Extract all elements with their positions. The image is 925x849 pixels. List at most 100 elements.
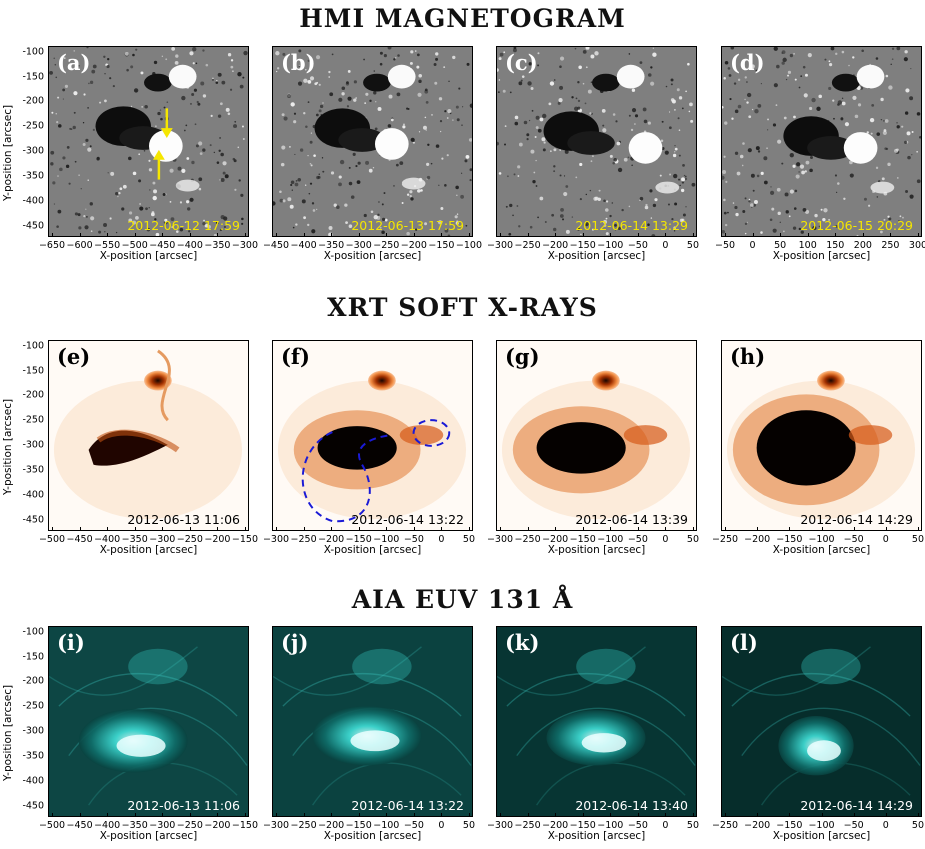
x-tick-label: −200 [400, 240, 427, 251]
x-tick-mark [189, 527, 191, 531]
y-tick-label: -300 [22, 145, 44, 157]
x-tick-label: −400 [94, 820, 121, 831]
x-tick-mark [331, 233, 333, 237]
x-tick-mark [555, 527, 557, 531]
x-axis: −650 −600 −550 −500 −450 −400 −350 −300 X-positi… [39, 233, 258, 262]
x-tick-label: −100 [455, 240, 483, 251]
x-tick-mark [217, 233, 219, 237]
panel-l: (l) 2012-06-14 14:29 [721, 626, 922, 817]
y-axis: -100-150-200-250-300-350-400-450 [462, 46, 496, 237]
x-tick-label: −200 [318, 820, 345, 831]
timestamp: 2012-06-14 13:22 [351, 798, 464, 813]
x-tick-label: −200 [204, 534, 231, 545]
y-tick-label: -150 [22, 71, 44, 83]
x-tick-mark [107, 233, 109, 237]
x-tick-label: −200 [318, 534, 345, 545]
x-tick-label: 0 [438, 820, 445, 831]
x-tick-mark [134, 527, 136, 531]
x-axis-label: X-position [arcsec] [323, 830, 422, 842]
x-tick-label: −400 [176, 240, 203, 251]
y-axis: -100-150-200-250-300-350-400-450 [238, 46, 272, 237]
xrt-title: XRT SOFT X-RAYS [327, 293, 598, 322]
timestamp: 2012-06-14 13:40 [575, 798, 688, 813]
x-tick-label: −100 [373, 820, 400, 831]
panel-label: (b) [281, 50, 316, 75]
panel-label: (g) [505, 344, 540, 369]
timestamp: 2012-06-14 14:29 [800, 512, 913, 527]
y-axis: -100-150-200-250-300-350-400-450 [14, 340, 48, 531]
x-axis: −300 −250 −200 −150 −100 −50 0 50 X-position [ar… [487, 233, 699, 262]
x-tick-mark [582, 527, 584, 531]
x-tick-label: 300 [908, 240, 925, 251]
x-tick-mark [79, 233, 81, 237]
x-tick-label: −400 [94, 534, 121, 545]
x-tick-mark [862, 233, 864, 237]
y-tick-label: -450 [22, 220, 44, 232]
x-tick-mark [757, 527, 759, 531]
panel-label: (a) [57, 50, 91, 75]
x-tick-label: −100 [808, 820, 835, 831]
x-tick-label: −50 [627, 820, 648, 831]
x-tick-mark [468, 813, 470, 817]
panel-c: (c) 2012-06-14 13:29 [496, 46, 697, 237]
x-tick-mark [725, 813, 727, 817]
x-tick-mark [835, 233, 837, 237]
x-tick-label: −150 [569, 820, 596, 831]
x-tick-mark [853, 813, 855, 817]
xrt-image [273, 341, 472, 530]
x-tick-label: −250 [290, 534, 317, 545]
aia-image [273, 627, 472, 816]
x-tick-label: −250 [290, 820, 317, 831]
x-tick-mark [244, 813, 246, 817]
x-tick-mark [500, 527, 502, 531]
y-tick-label: -150 [22, 651, 44, 663]
x-tick-label: 50 [686, 534, 700, 545]
y-tick-label: -300 [22, 725, 44, 737]
y-tick-label: -200 [22, 675, 44, 687]
x-tick-mark [725, 527, 727, 531]
timestamp: 2012-06-15 20:29 [800, 218, 913, 233]
aia-image [497, 627, 696, 816]
x-tick-label: −500 [121, 240, 148, 251]
x-tick-label: −350 [121, 820, 148, 831]
x-axis-label: X-position [arcsec] [772, 830, 871, 842]
hmi-image [49, 47, 248, 236]
x-tick-mark [162, 527, 164, 531]
timestamp: 2012-06-13 17:59 [351, 218, 464, 233]
x-tick-mark [386, 813, 388, 817]
x-tick-mark [527, 233, 529, 237]
x-tick-label: −600 [66, 240, 93, 251]
x-tick-label: −100 [597, 240, 624, 251]
x-tick-label: −50 [627, 534, 648, 545]
x-tick-mark [189, 233, 191, 237]
x-tick-label: 0 [749, 240, 756, 251]
x-axis: −250 −200 −150 −100 −50 0 50 X-position [arcsec… [712, 813, 924, 842]
x-tick-label: 50 [774, 240, 787, 251]
x-axis-label: X-position [arcsec] [772, 250, 871, 262]
x-tick-label: 250 [881, 240, 900, 251]
x-tick-mark [610, 813, 612, 817]
x-tick-mark [780, 233, 782, 237]
panel-e: (e) 2012-06-13 11:06 [48, 340, 249, 531]
x-tick-mark [52, 527, 54, 531]
y-tick-label: -400 [22, 489, 44, 501]
x-tick-label: −50 [714, 240, 736, 251]
x-tick-label: −250 [176, 534, 203, 545]
x-tick-mark [276, 233, 278, 237]
x-tick-label: −200 [744, 534, 771, 545]
x-tick-label: −150 [569, 240, 596, 251]
x-tick-label: 200 [853, 240, 872, 251]
x-tick-mark [52, 813, 54, 817]
x-tick-mark [441, 527, 443, 531]
x-tick-label: −500 [38, 534, 66, 545]
x-tick-label: −50 [843, 820, 864, 831]
x-tick-mark [79, 527, 81, 531]
y-tick-label: -450 [22, 800, 44, 812]
x-tick-label: 50 [462, 534, 476, 545]
y-tick-label: -200 [22, 389, 44, 401]
y-tick-label: -350 [22, 750, 44, 762]
x-tick-label: −250 [711, 820, 739, 831]
timestamp: 2012-06-13 11:06 [127, 512, 240, 527]
timestamp: 2012-06-14 14:29 [800, 798, 913, 813]
x-tick-mark [725, 233, 727, 237]
